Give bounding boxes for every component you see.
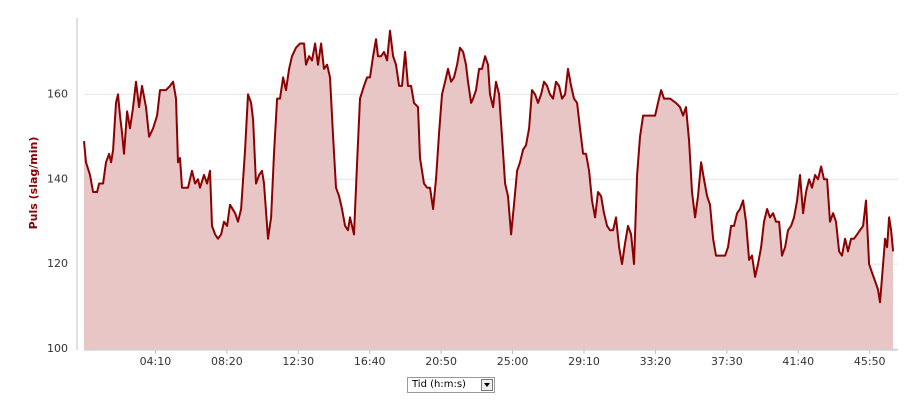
y-tick-label: 160 [47, 87, 68, 100]
area-fill [84, 30, 894, 349]
dropdown-button[interactable] [481, 379, 493, 391]
x-tick-label: 16:40 [354, 355, 386, 368]
x-tick-label: 12:30 [282, 355, 314, 368]
heart-rate-line [83, 29, 895, 304]
y-axis-label: Puls (slag/min) [27, 137, 40, 230]
selector-text: Tid (h:m:s) [412, 379, 466, 390]
x-tick-label: 20:50 [425, 355, 457, 368]
y-tick-label: 140 [47, 172, 68, 185]
x-tick-label: 45:50 [854, 355, 886, 368]
x-tick-label: 37:30 [711, 355, 743, 368]
x-axis-selector[interactable]: Tid (h:m:s) [407, 377, 495, 393]
x-tick-label: 29:10 [568, 355, 600, 368]
x-tick-label: 04:10 [140, 355, 172, 368]
x-tick-label: 41:40 [782, 355, 814, 368]
x-tick-label: 33:20 [640, 355, 672, 368]
y-tick-label: 120 [47, 257, 68, 270]
y-tick-label: 100 [47, 342, 68, 355]
x-tick-label: 08:20 [211, 355, 243, 368]
x-tick-label: 25:00 [497, 355, 529, 368]
